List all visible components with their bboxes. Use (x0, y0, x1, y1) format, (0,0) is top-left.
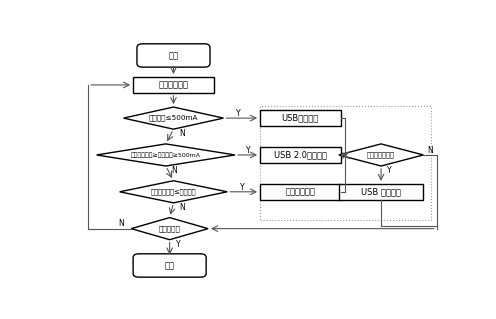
Text: 充电模式改变？: 充电模式改变？ (367, 152, 395, 158)
FancyBboxPatch shape (339, 184, 424, 200)
Polygon shape (339, 144, 424, 166)
Text: 最大使用电流≥可用电流≥500mA: 最大使用电流≥可用电流≥500mA (131, 152, 201, 158)
Text: Y: Y (246, 146, 251, 155)
FancyBboxPatch shape (260, 184, 341, 200)
Text: Y: Y (236, 109, 241, 118)
Polygon shape (97, 144, 235, 166)
Polygon shape (124, 107, 223, 129)
Text: Y: Y (240, 183, 244, 192)
FancyBboxPatch shape (137, 44, 210, 67)
Text: 最大使用电流≤可用电流: 最大使用电流≤可用电流 (151, 189, 196, 195)
Text: USB 2.0输出模式: USB 2.0输出模式 (274, 151, 327, 160)
Text: N: N (172, 166, 177, 175)
Text: Y: Y (387, 166, 392, 175)
Text: USB 输出复位: USB 输出复位 (361, 187, 401, 196)
Polygon shape (131, 218, 208, 240)
Text: N: N (428, 146, 433, 155)
Text: 可用电流≤500mA: 可用电流≤500mA (149, 115, 198, 122)
Text: N: N (179, 203, 185, 212)
Text: 测定可用电流: 测定可用电流 (159, 80, 188, 89)
Text: 最大电流输出: 最大电流输出 (285, 187, 315, 196)
Text: USB禁止输出: USB禁止输出 (282, 114, 319, 122)
Text: 结束: 结束 (165, 261, 175, 270)
Text: 开始: 开始 (169, 51, 179, 60)
Text: N: N (179, 129, 185, 138)
Polygon shape (120, 181, 227, 203)
FancyBboxPatch shape (133, 77, 214, 93)
FancyBboxPatch shape (260, 110, 341, 126)
FancyBboxPatch shape (260, 147, 341, 163)
Text: N: N (119, 219, 124, 228)
Text: 电源关闭？: 电源关闭？ (159, 225, 181, 232)
Text: Y: Y (176, 240, 181, 249)
FancyBboxPatch shape (133, 254, 206, 277)
